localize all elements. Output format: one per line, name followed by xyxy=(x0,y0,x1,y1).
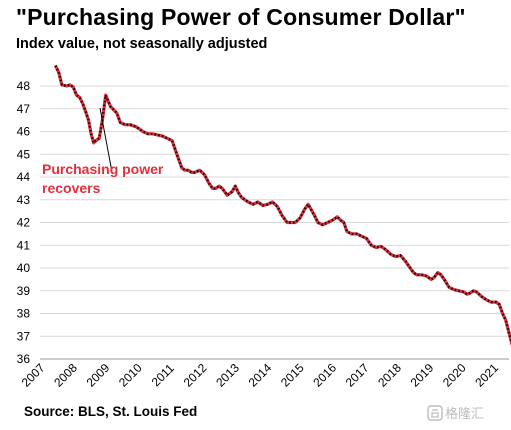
y-tick-label: 40 xyxy=(17,261,31,275)
y-tick-label: 47 xyxy=(17,102,31,116)
x-tick-label: 2017 xyxy=(343,361,372,390)
chart-subtitle: Index value, not seasonally adjusted xyxy=(16,36,268,52)
y-tick-label: 46 xyxy=(17,125,31,139)
y-tick-label: 42 xyxy=(17,216,31,230)
x-tick-label: 2008 xyxy=(51,361,80,390)
annotation-arrow xyxy=(99,107,113,173)
y-tick-label: 38 xyxy=(17,307,31,321)
source-note: Source: BLS, St. Louis Fed xyxy=(24,404,198,419)
x-tick-label: 2016 xyxy=(310,361,339,390)
chart-title: "Purchasing Power of Consumer Dollar" xyxy=(16,4,466,30)
y-axis-ticks: 36 37 38 39 40 41 42 43 44 45 46 47 48 xyxy=(17,79,31,366)
gridlines xyxy=(40,85,509,337)
x-tick-label: 2021 xyxy=(472,361,501,390)
series-line xyxy=(53,64,511,346)
y-tick-label: 48 xyxy=(17,79,31,93)
x-tick-label: 2018 xyxy=(375,361,404,390)
y-tick-label: 39 xyxy=(17,284,31,298)
x-tick-label: 2012 xyxy=(181,361,210,390)
x-tick-label: 2010 xyxy=(116,361,145,390)
x-tick-label: 2020 xyxy=(440,361,469,390)
x-tick-label: 2019 xyxy=(408,361,437,390)
annotation-line-2: recovers xyxy=(42,180,101,196)
x-tick-label: 2014 xyxy=(246,361,275,390)
y-tick-label: 41 xyxy=(17,238,31,252)
y-tick-label: 45 xyxy=(17,147,31,161)
y-tick-label: 43 xyxy=(17,193,31,207)
svg-text:格隆汇: 格隆汇 xyxy=(445,406,484,422)
x-axis-ticks: 2007 2008 2009 2010 2011 2012 2013 2014 2015 2016… xyxy=(19,361,502,390)
y-tick-label: 44 xyxy=(17,170,31,184)
x-tick-label: 2011 xyxy=(149,361,177,389)
y-tick-label: 36 xyxy=(17,352,31,366)
x-tick-label: 2013 xyxy=(213,361,242,390)
annotation-line-1: Purchasing power xyxy=(42,161,164,177)
x-tick-label: 2009 xyxy=(84,361,113,390)
x-tick-label: 2015 xyxy=(278,361,307,390)
series-group xyxy=(53,64,511,346)
watermark-logo: 格隆汇 xyxy=(427,405,484,422)
y-tick-label: 37 xyxy=(17,329,31,343)
series-line-dots xyxy=(54,64,511,346)
